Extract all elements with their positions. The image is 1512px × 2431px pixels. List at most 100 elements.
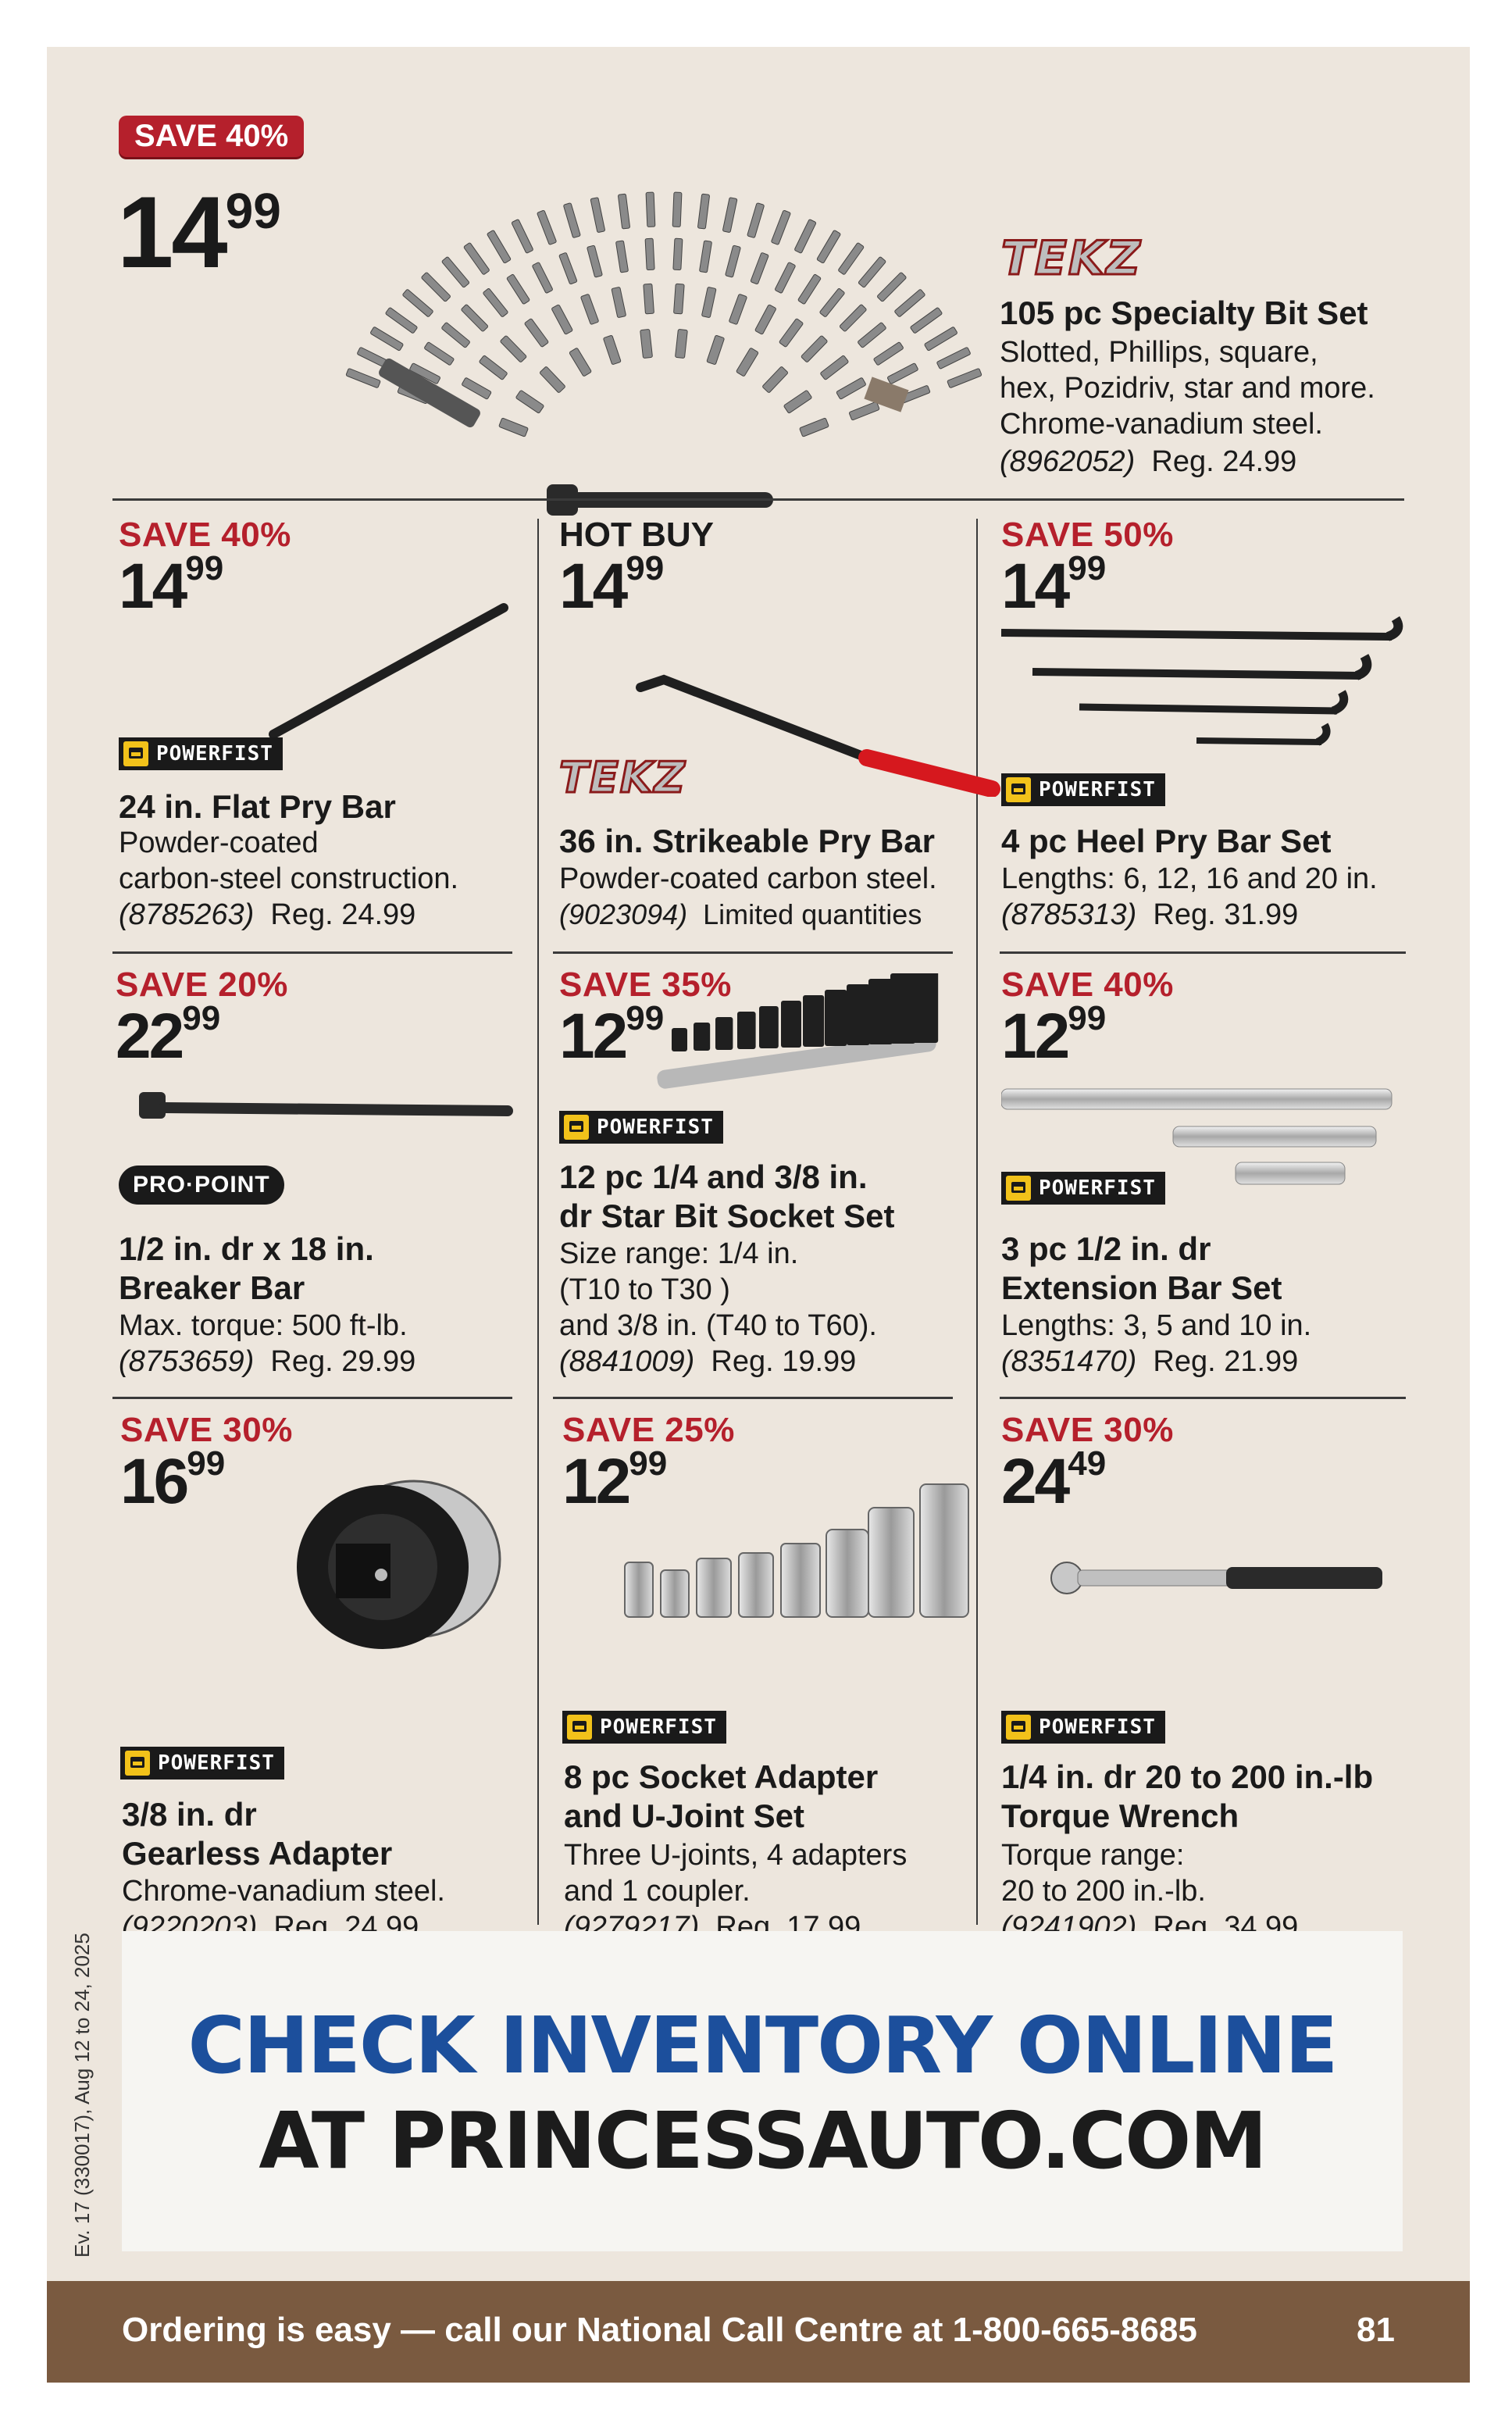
hero-sku: (8962052) Reg. 24.99 xyxy=(1000,444,1296,480)
powerfist-fist-icon xyxy=(1006,1715,1031,1740)
product-sku: (8753659) Reg. 29.99 xyxy=(119,1344,415,1380)
bit xyxy=(936,347,971,369)
hero-desc-line: hex, Pozidriv, star and more. xyxy=(1000,372,1375,405)
product-title: 12 pc 1/4 and 3/8 in. dr Star Bit Socket … xyxy=(559,1158,894,1236)
price: 1499 xyxy=(119,552,223,619)
bit xyxy=(794,219,817,254)
star-socket xyxy=(672,1028,687,1051)
bit xyxy=(838,242,865,275)
torque-wrench-image xyxy=(1050,1562,1382,1594)
bit xyxy=(483,288,508,317)
star-socket xyxy=(759,1006,779,1048)
brand-name: POWERFIST xyxy=(1039,1715,1156,1739)
divider xyxy=(553,951,953,954)
bit xyxy=(799,417,829,437)
product-title-line: 36 in. Strikeable Pry Bar xyxy=(559,823,935,859)
bit xyxy=(462,377,492,400)
bit xyxy=(699,240,712,273)
sku-number: (8785263) xyxy=(119,898,255,931)
brand-name: POWERFIST xyxy=(600,1715,717,1739)
bit xyxy=(722,197,738,233)
brand-name: POWERFIST xyxy=(1039,1176,1156,1200)
bit xyxy=(672,237,683,271)
hero-brand-logo: TEKZ xyxy=(1000,230,1142,287)
divider xyxy=(553,1397,953,1399)
price-cents: 99 xyxy=(626,999,665,1037)
bit xyxy=(551,304,573,335)
product-desc-line: Powder-coated xyxy=(119,826,319,859)
star-socket xyxy=(912,973,939,1043)
bit xyxy=(887,362,918,384)
product-title: 4 pc Heel Pry Bar Set xyxy=(1001,822,1332,861)
bit xyxy=(836,377,866,400)
flyer-page: SAVE 40% 1499 TEKZ 105 pc Specialty Bit … xyxy=(47,47,1470,2383)
flyer-date-code: Ev. 17 (330017), Aug 12 to 24, 2025 xyxy=(70,1933,94,2258)
bit xyxy=(479,355,508,380)
sku-number: (8351470) xyxy=(1001,1345,1137,1378)
product-desc-line: Lengths: 3, 5 and 10 in. xyxy=(1001,1309,1312,1342)
flat-pry-bar-image xyxy=(269,603,508,739)
bit xyxy=(750,252,769,284)
price-dollars: 12 xyxy=(1001,1001,1070,1072)
gearless-adapter-image xyxy=(297,1480,501,1649)
sku-number: (8841009) xyxy=(559,1345,695,1378)
bit xyxy=(910,307,943,334)
bit xyxy=(849,402,880,421)
breaker-bar-image xyxy=(139,1092,513,1119)
bit xyxy=(747,202,765,238)
product-title: 3 pc 1/2 in. dr Extension Bar Set xyxy=(1001,1230,1282,1308)
bit xyxy=(537,209,557,245)
column-divider xyxy=(976,519,978,1925)
powerfist-logo: POWERFIST xyxy=(1001,773,1165,806)
bit xyxy=(947,368,982,388)
bit xyxy=(618,193,630,230)
bit xyxy=(487,230,512,264)
bit xyxy=(673,283,685,315)
bit xyxy=(569,348,592,377)
bit xyxy=(801,335,828,362)
bit xyxy=(500,335,527,362)
save-label: SAVE 30% xyxy=(120,1411,293,1449)
price: 1699 xyxy=(120,1447,225,1514)
bit xyxy=(894,289,925,317)
divider xyxy=(1000,1397,1406,1399)
bit xyxy=(783,390,812,414)
brand-name: POWERFIST xyxy=(156,742,273,766)
brand-name: POWERFIST xyxy=(158,1751,275,1775)
bit xyxy=(441,256,470,288)
product-desc: Max. torque: 500 ft-lb. xyxy=(119,1308,408,1344)
divider xyxy=(112,1397,512,1399)
heel-pry-bar-set-image xyxy=(1001,616,1403,746)
save-label: SAVE 25% xyxy=(562,1411,735,1449)
product-title-line: 1/4 in. dr 20 to 200 in.-lb xyxy=(1001,1758,1374,1795)
price-dollars: 14 xyxy=(119,551,187,622)
bit xyxy=(421,272,451,302)
star-socket xyxy=(715,1017,733,1050)
product-title-line: Torque Wrench xyxy=(1001,1797,1239,1834)
divider xyxy=(112,951,512,954)
bit xyxy=(532,262,553,294)
product-sku: (8841009) Reg. 19.99 xyxy=(559,1344,856,1380)
bit xyxy=(816,230,841,264)
price-cents: 99 xyxy=(1068,999,1107,1037)
bit xyxy=(563,202,581,238)
reg-price: Reg. 21.99 xyxy=(1153,1345,1299,1378)
price-dollars: 12 xyxy=(559,1001,628,1072)
bit xyxy=(587,245,603,278)
bit xyxy=(797,273,822,305)
price: 2299 xyxy=(116,1001,220,1069)
hot-buy-label: HOT BUY xyxy=(559,516,714,554)
reg-price: Reg. 31.99 xyxy=(1153,898,1299,931)
product-desc-line: (T10 to T30 ) xyxy=(559,1273,730,1306)
product-desc-line: Size range: 1/4 in. xyxy=(559,1237,799,1270)
footer-bar: Ordering is easy — call our National Cal… xyxy=(47,2281,1470,2383)
strikeable-pry-bar-image xyxy=(636,674,1000,797)
bit xyxy=(441,322,470,348)
product-title-line: and U-Joint Set xyxy=(564,1797,805,1834)
bit xyxy=(820,355,849,380)
product-title: 1/2 in. dr x 18 in. Breaker Bar xyxy=(119,1230,374,1308)
powerfist-logo: POWERFIST xyxy=(120,1747,284,1780)
price-cents: 99 xyxy=(626,549,665,587)
product-desc-line: 20 to 200 in.-lb. xyxy=(1001,1875,1206,1908)
check-inventory-banner[interactable]: CHECK INVENTORY ONLINE AT PRINCESSAUTO.C… xyxy=(122,1931,1403,2251)
